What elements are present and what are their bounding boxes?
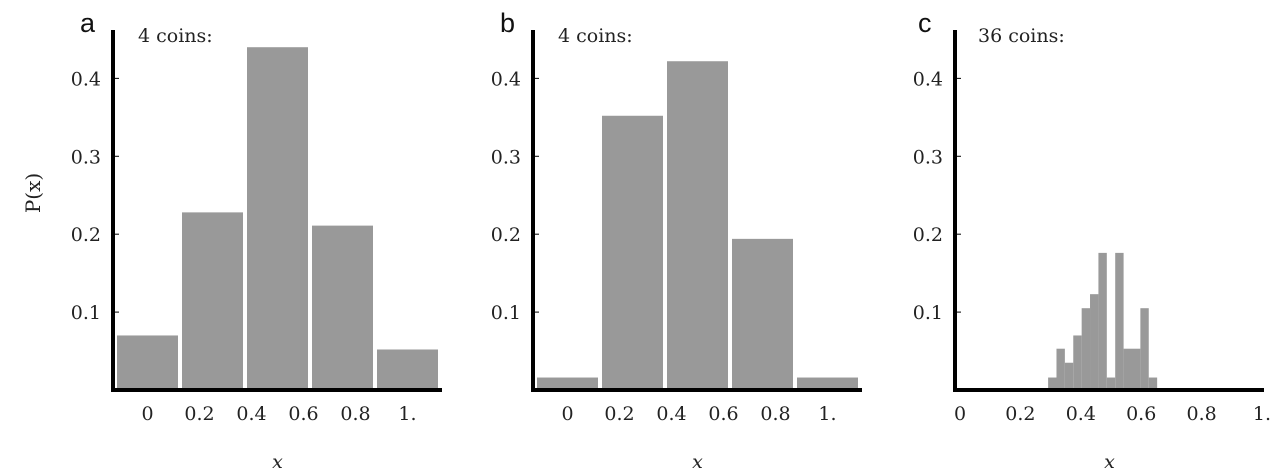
x-tick-label: 1. (1253, 403, 1271, 425)
histogram-bar (1064, 362, 1074, 390)
y-tick-label: 0.2 (71, 224, 101, 246)
x-axis-label: x (1104, 451, 1115, 473)
histogram-bar (1073, 335, 1082, 390)
y-tick-label: 0.1 (71, 302, 101, 324)
panel-title: 4 coins: (558, 25, 633, 47)
x-tick-label: 0.6 (288, 403, 318, 425)
histogram-bar (182, 212, 243, 390)
histogram-bar (1056, 348, 1065, 390)
histogram-bar (1123, 348, 1132, 390)
x-tick-label: 0.4 (1066, 403, 1096, 425)
histogram-bar (1048, 377, 1057, 390)
histogram-bar (1140, 308, 1149, 390)
y-tick-label: 0.1 (913, 302, 943, 324)
histogram-bar (667, 61, 728, 391)
panel-letter: c (918, 8, 932, 38)
y-axis-label: P(x) (21, 173, 45, 213)
histogram-bar (537, 377, 598, 390)
x-tick-label: 0.6 (1126, 403, 1156, 425)
x-tick-label: 0.6 (708, 403, 738, 425)
x-tick-label: 0.2 (1005, 403, 1035, 425)
x-tick-label: 0 (141, 403, 153, 425)
y-tick-label: 0.4 (913, 68, 943, 90)
panel-letter: b (500, 8, 515, 38)
histogram-bar (1115, 252, 1124, 390)
histogram-bar (1148, 377, 1158, 390)
y-tick-label: 0.2 (913, 224, 943, 246)
x-axis-label: x (692, 451, 703, 473)
x-tick-label: 0.4 (236, 403, 266, 425)
y-tick-label: 0.3 (71, 146, 101, 168)
histogram-bar (797, 377, 858, 390)
x-tick-label: 0 (954, 403, 966, 425)
histogram-bar (732, 238, 793, 390)
chart-panel-b: 0.1 0.2 0.3 0.4 0 0.2 0.4 0.6 0.8 1. x 4 coins: b (491, 8, 862, 473)
y-tick-label: 0.4 (71, 68, 101, 90)
y-tick-label: 0.1 (491, 302, 521, 324)
x-tick-label: 0.8 (340, 403, 370, 425)
x-tick-label: 0.4 (656, 403, 686, 425)
histogram-bar (602, 115, 663, 390)
panel-letter: a (80, 8, 96, 38)
x-tick-label: 0 (561, 403, 573, 425)
histogram-bar (1098, 252, 1107, 390)
x-tick-label: 0.2 (604, 403, 634, 425)
histogram-bar (377, 349, 438, 390)
histogram-bar (1090, 294, 1099, 390)
x-axis-label: x (272, 451, 283, 473)
histogram-bar (1081, 308, 1091, 390)
y-tick-label: 0.2 (491, 224, 521, 246)
chart-panel-c: 0.1 0.2 0.3 0.4 0 0.2 0.4 0.6 0.8 1. x 36 coins: c (913, 8, 1271, 473)
y-tick-label: 0.4 (491, 68, 521, 90)
histogram-bar (312, 225, 373, 390)
x-tick-label: 0.8 (1186, 403, 1216, 425)
x-tick-label: 0.8 (760, 403, 790, 425)
panel-title: 4 coins: (138, 25, 213, 47)
y-tick-label: 0.3 (491, 146, 521, 168)
histogram-bar (247, 47, 308, 391)
panel-title: 36 coins: (978, 25, 1065, 47)
histogram-bar (1131, 348, 1141, 390)
x-tick-label: 0.2 (184, 403, 214, 425)
y-tick-label: 0.3 (913, 146, 943, 168)
x-tick-label: 1. (818, 403, 836, 425)
histogram-bar (1106, 377, 1116, 390)
chart-panel-a: 0.1 0.2 0.3 0.4 0 0.2 0.4 0.6 0.8 1. x 4 coins: a (71, 8, 442, 473)
x-tick-label: 1. (398, 403, 416, 425)
histogram-bar (117, 335, 178, 390)
